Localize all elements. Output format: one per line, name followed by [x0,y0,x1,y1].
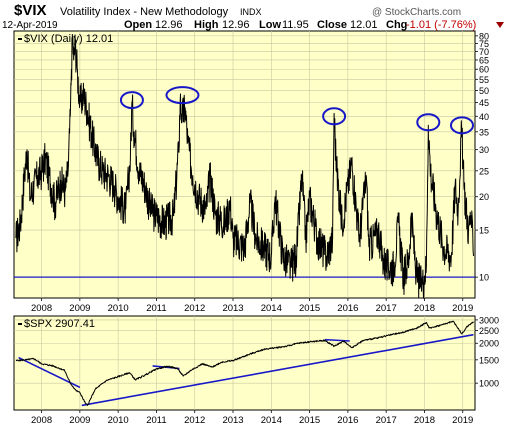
x-tick-label: 2010 [108,303,129,314]
spx-y-tick-label: 1000 [479,379,499,389]
high-label: High [194,19,219,31]
vix-y-tick-label: 20 [479,192,489,202]
x-tick-label: 2009 [69,303,90,314]
x-tick-label: 2008 [31,303,52,314]
peak-circle [165,86,200,105]
x-tick-label: 2012 [184,415,205,426]
x-tick-label: 2014 [261,415,282,426]
circled-peaks [119,86,474,135]
vix-y-tick-label: 60 [479,65,489,75]
x-tick-label: 2011 [146,303,166,314]
close-label: Close [317,19,347,31]
date: 12-Apr-2019 [2,20,58,31]
spx-legend: $SPX 2907.41 [24,318,95,330]
low-label: Low [259,19,281,31]
x-tick-label: 2012 [184,303,205,314]
down-triangle-icon [496,22,504,28]
spx-y-tick-label: 2000 [479,339,499,349]
chg-value: -1.01 (-7.76%) [406,19,476,31]
x-tick-label: 2013 [222,303,243,314]
x-tick-label: 2014 [261,303,282,314]
x-tick-label: 2015 [299,415,320,426]
close-value: 12.01 [350,19,378,31]
x-tick-label: 2019 [452,415,473,426]
peak-circle [322,107,347,126]
trendline [324,338,350,342]
peak-circle [119,91,144,110]
watermark: @ StockCharts.com [372,7,461,18]
x-tick-label: 2008 [31,415,52,426]
x-tick-label: 2009 [69,415,90,426]
vix-y-tick-label: 35 [479,127,489,137]
peak-circle [449,116,474,135]
x-tick-label: 2017 [376,415,397,426]
vix-y-tick-label: 75 [479,39,489,49]
vix-y-tick-label: 80 [479,31,489,41]
vix-y-tick-label: 45 [479,98,489,108]
x-tick-label: 2015 [299,303,320,314]
x-tick-label: 2018 [414,303,435,314]
exchange: INDX [240,7,262,17]
vix-y-tick-label: 40 [479,112,489,122]
x-tick-label: 2016 [337,303,358,314]
low-value: 11.95 [282,19,309,31]
spx-series-line [15,320,474,406]
x-tick-label: 2018 [414,415,435,426]
x-tick-label: 2017 [376,303,397,314]
x-tick-label: 2011 [146,415,166,426]
spx-panel-frame [13,315,476,411]
x-tick-label: 2010 [108,415,129,426]
x-tick-label: 2016 [337,415,358,426]
vix-y-tick-label: 15 [479,226,489,236]
vix-y-tick-label: 30 [479,145,489,155]
vix-legend: $VIX (Daily) 12.01 [24,33,113,45]
x-tick-label: 2013 [222,415,243,426]
vix-y-tick-label: 25 [479,166,489,176]
high-value: 12.96 [222,19,250,31]
vix-y-tick-label: 70 [479,47,489,57]
vix-y-tick-label: 50 [479,86,489,96]
trendline [81,333,474,407]
vix-y-tick-label: 65 [479,55,489,65]
symbol: $VIX [14,2,47,19]
peak-circle [416,113,441,132]
spx-y-tick-label: 1500 [479,355,499,365]
x-tick-label: 2019 [452,303,473,314]
vix-y-tick-label: 10 [479,273,489,283]
x-axis-bottom: 2008 2009 2010 2011 2012 2013 2014 2015 2016 2017… [31,410,473,426]
spx-y-tick-label: 2500 [479,326,499,336]
chg-label: Chg [386,19,407,31]
open-value: 12.96 [155,19,183,31]
x-axis-top: 2008 2009 2010 2011 2012 2013 2014 2015 2016 2017… [31,298,473,314]
vix-series-line [15,34,474,299]
spx-gridlines [14,316,475,410]
open-label: Open [124,19,152,31]
vix-y-tick-label: 55 [479,75,489,85]
description: Volatility Index - New Methodology [60,6,229,18]
spx-y-tick-label: 3000 [479,315,499,325]
